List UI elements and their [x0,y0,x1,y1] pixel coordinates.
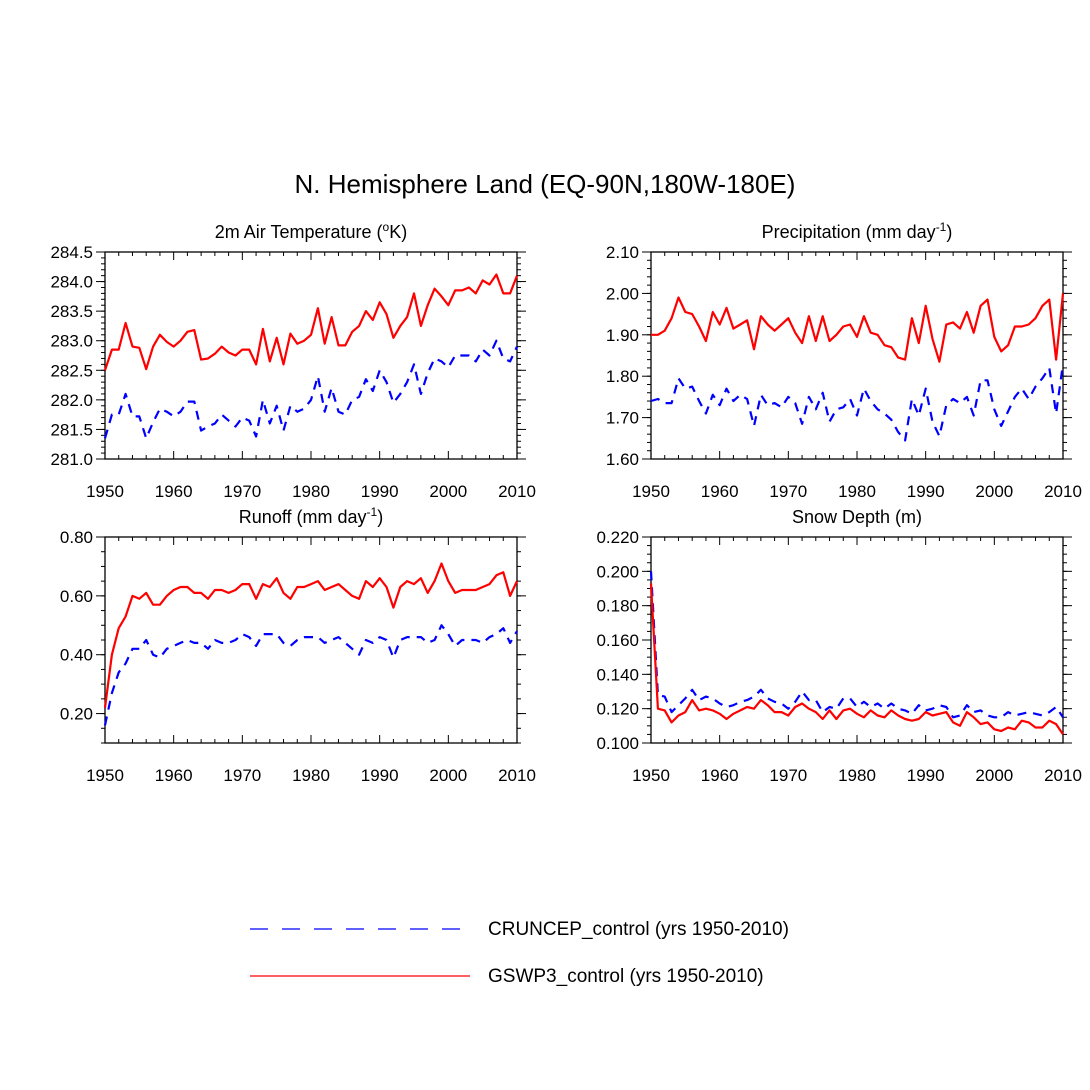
panel-2: Precipitation (mm day-1) 1950 1960 1970 1980… [606,220,1082,501]
x-tick-label: 1960 [155,482,193,501]
x-tick-label: 1990 [361,482,399,501]
series-line-cruncep [650,363,1065,442]
x-tick-label: 2000 [975,482,1013,501]
x-tick-label: 1990 [907,766,945,785]
legend-label-gswp3: GSWP3_control (yrs 1950-2010) [488,966,764,987]
x-tick-label: 1950 [86,482,124,501]
x-tick-label: 1960 [155,766,193,785]
y-tick-label: 283.5 [50,302,93,321]
panels: 2m Air Temperature (oK) 1950 1960 1970 1980 1… [50,220,1081,785]
panel-title-sup: o [383,220,390,234]
y-tick-label: 0.100 [596,734,639,753]
x-tick-label: 2000 [429,766,467,785]
panel-title: 2m Air Temperature (oK) [215,220,407,242]
panel-title: Snow Depth (m) [792,507,922,527]
series-line-cruncep [649,571,1064,719]
y-tick-label: 284.5 [50,243,93,262]
y-tick-label: 1.70 [606,409,639,428]
panel-title-sup: -1 [936,220,947,234]
x-tick-label: 2000 [975,766,1013,785]
y-tick-label: 0.140 [596,665,639,684]
series-line-cruncep [103,339,518,440]
y-tick-label: 0.180 [596,597,639,616]
y-tick-label: 283.0 [50,332,93,351]
panel-4: Snow Depth (m) 1950 1960 1970 1980 1990 2000 20… [596,507,1081,785]
y-tick-label: 281.0 [50,450,93,469]
series-line-gswp3 [649,583,1064,736]
series-line-gswp3 [651,293,1065,363]
y-tick-label: 0.160 [596,631,639,650]
panel-title-text: 2m Air Temperature ( [215,222,383,242]
plot-frame [104,536,518,744]
series-line-cruncep [103,624,518,726]
y-tick-label: 0.200 [596,562,639,581]
x-tick-label: 1970 [223,766,261,785]
y-tick-label: 1.60 [606,450,639,469]
x-tick-label: 1950 [632,482,670,501]
panel-title-text: Snow Depth (m) [792,507,922,527]
y-tick-label: 0.120 [596,700,639,719]
panel-title: Precipitation (mm day-1) [762,220,953,242]
plot-frame [650,536,1064,744]
x-tick-label: 1950 [632,766,670,785]
legend: CRUNCEP_control (yrs 1950-2010) GSWP3_co… [250,919,789,987]
panel-3: Runoff (mm day-1) 1950 1960 1970 1980 1990 200… [60,505,536,785]
y-tick-label: 284.0 [50,273,93,292]
x-tick-label: 2010 [1044,482,1082,501]
panel-title-after: ) [946,222,952,242]
y-tick-label: 2.10 [606,243,639,262]
x-tick-label: 2010 [1044,766,1082,785]
x-tick-label: 1970 [769,482,807,501]
panel-title-after: K) [389,222,407,242]
y-tick-label: 0.80 [60,528,93,547]
x-tick-label: 1990 [361,766,399,785]
x-tick-label: 1950 [86,766,124,785]
y-tick-label: 281.5 [50,420,93,439]
x-tick-label: 2010 [498,482,536,501]
x-tick-label: 1970 [223,482,261,501]
y-tick-label: 2.00 [606,284,639,303]
y-tick-label: 1.80 [606,367,639,386]
panel-title-text: Precipitation (mm day [762,222,936,242]
y-tick-label: 0.40 [60,646,93,665]
x-tick-label: 1960 [701,766,739,785]
y-tick-label: 282.5 [50,361,93,380]
legend-label-cruncep: CRUNCEP_control (yrs 1950-2010) [488,919,789,940]
panel-title-sup: -1 [367,505,378,519]
x-tick-label: 1960 [701,482,739,501]
x-tick-label: 1980 [838,482,876,501]
y-tick-label: 0.20 [60,705,93,724]
x-tick-label: 1990 [907,482,945,501]
figure-title: N. Hemisphere Land (EQ-90N,180W-180E) [295,169,796,199]
y-tick-label: 0.220 [596,528,639,547]
x-tick-label: 2010 [498,766,536,785]
x-tick-label: 1980 [292,482,330,501]
x-tick-label: 2000 [429,482,467,501]
panel-title: Runoff (mm day-1) [239,505,383,527]
x-tick-label: 1980 [838,766,876,785]
x-tick-label: 1980 [292,766,330,785]
plot-frame [104,251,518,460]
panel-title-after: ) [377,507,383,527]
panel-title-text: Runoff (mm day [239,507,367,527]
y-tick-label: 282.0 [50,391,93,410]
series-line-gswp3 [103,562,518,708]
y-tick-label: 0.60 [60,587,93,606]
y-tick-label: 1.90 [606,326,639,345]
series-line-gswp3 [103,273,519,371]
plot-frame [650,251,1064,460]
panel-1: 2m Air Temperature (oK) 1950 1960 1970 1980 1… [50,220,535,501]
x-tick-label: 1970 [769,766,807,785]
